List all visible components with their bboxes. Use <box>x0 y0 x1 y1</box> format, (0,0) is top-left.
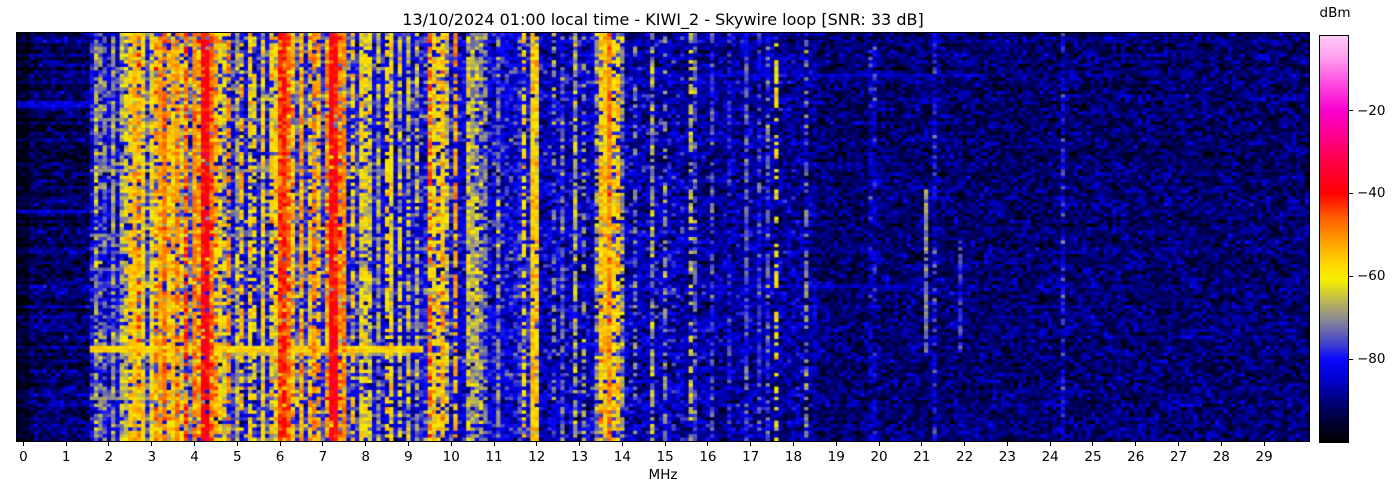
colorbar-unit-label: dBm <box>1319 5 1351 21</box>
colorbar-tick-label: −80 <box>1357 351 1386 368</box>
x-tick-mark <box>1092 442 1094 446</box>
x-tick-label: 8 <box>361 449 370 465</box>
colorbar-tick-mark <box>1349 192 1353 194</box>
x-tick-label: 25 <box>1084 449 1102 465</box>
x-tick-mark <box>236 442 238 446</box>
x-tick-label: 13 <box>570 449 589 465</box>
x-tick-label: 5 <box>233 449 242 465</box>
x-tick-mark <box>151 442 153 446</box>
x-tick-mark <box>835 442 837 446</box>
colorbar-tick-label: −60 <box>1357 268 1386 285</box>
x-tick-mark <box>579 442 581 446</box>
x-tick-mark <box>493 442 495 446</box>
x-tick-mark <box>450 442 452 446</box>
x-tick-mark <box>108 442 110 446</box>
chart-title: 13/10/2024 01:00 local time - KIWI_2 - S… <box>402 10 924 29</box>
x-tick-label: 28 <box>1212 449 1230 465</box>
x-tick-mark <box>921 442 923 446</box>
x-tick-mark <box>1006 442 1008 446</box>
x-tick-mark <box>365 442 367 446</box>
x-tick-mark <box>664 442 666 446</box>
x-tick-mark <box>407 442 409 446</box>
x-tick-label: 7 <box>318 449 328 465</box>
x-tick-label: 9 <box>404 449 413 465</box>
x-tick-mark <box>750 442 752 446</box>
x-tick-label: 11 <box>485 449 503 465</box>
x-tick-mark <box>65 442 67 446</box>
x-tick-label: 19 <box>827 449 845 465</box>
x-tick-label: 16 <box>699 449 717 465</box>
x-tick-label: 17 <box>742 449 760 465</box>
x-tick-mark <box>1049 442 1051 446</box>
x-tick-mark <box>878 442 880 446</box>
spectrogram-heatmap <box>16 32 1310 442</box>
x-tick-mark <box>279 442 281 446</box>
x-tick-label: 15 <box>656 449 674 465</box>
x-tick-label: 10 <box>442 449 460 465</box>
x-tick-mark <box>22 442 24 446</box>
colorbar-tick-mark <box>1349 110 1353 112</box>
x-tick-label: 20 <box>870 449 888 465</box>
x-tick-label: 23 <box>998 449 1016 465</box>
x-tick-label: 6 <box>275 449 285 465</box>
x-tick-mark <box>792 442 794 446</box>
x-tick-label: 27 <box>1169 449 1188 465</box>
x-tick-label: 18 <box>784 449 803 465</box>
colorbar <box>1319 35 1349 443</box>
colorbar-tick-mark <box>1349 358 1353 360</box>
x-tick-label: 21 <box>913 449 931 465</box>
x-tick-label: 12 <box>528 449 546 465</box>
x-tick-mark <box>194 442 196 446</box>
x-tick-label: 4 <box>190 449 199 465</box>
x-tick-mark <box>1135 442 1137 446</box>
x-tick-mark <box>707 442 709 446</box>
x-tick-mark <box>536 442 538 446</box>
x-tick-label: 2 <box>104 449 114 465</box>
colorbar-tick-label: −40 <box>1357 185 1386 202</box>
x-tick-mark <box>964 442 966 446</box>
x-tick-label: 14 <box>613 449 631 465</box>
x-tick-label: 29 <box>1255 449 1273 465</box>
x-tick-mark <box>1178 442 1180 446</box>
x-tick-mark <box>322 442 324 446</box>
x-axis-label: MHz <box>648 467 678 483</box>
x-tick-mark <box>1263 442 1265 446</box>
x-tick-label: 3 <box>147 449 157 465</box>
colorbar-tick-label: −20 <box>1357 102 1386 119</box>
x-tick-mark <box>621 442 623 446</box>
x-tick-mark <box>1220 442 1222 446</box>
x-tick-label: 22 <box>956 449 974 465</box>
x-tick-label: 24 <box>1041 449 1059 465</box>
colorbar-tick-mark <box>1349 275 1353 277</box>
x-tick-label: 0 <box>19 449 28 465</box>
x-tick-label: 1 <box>61 449 71 465</box>
x-tick-label: 26 <box>1127 449 1145 465</box>
